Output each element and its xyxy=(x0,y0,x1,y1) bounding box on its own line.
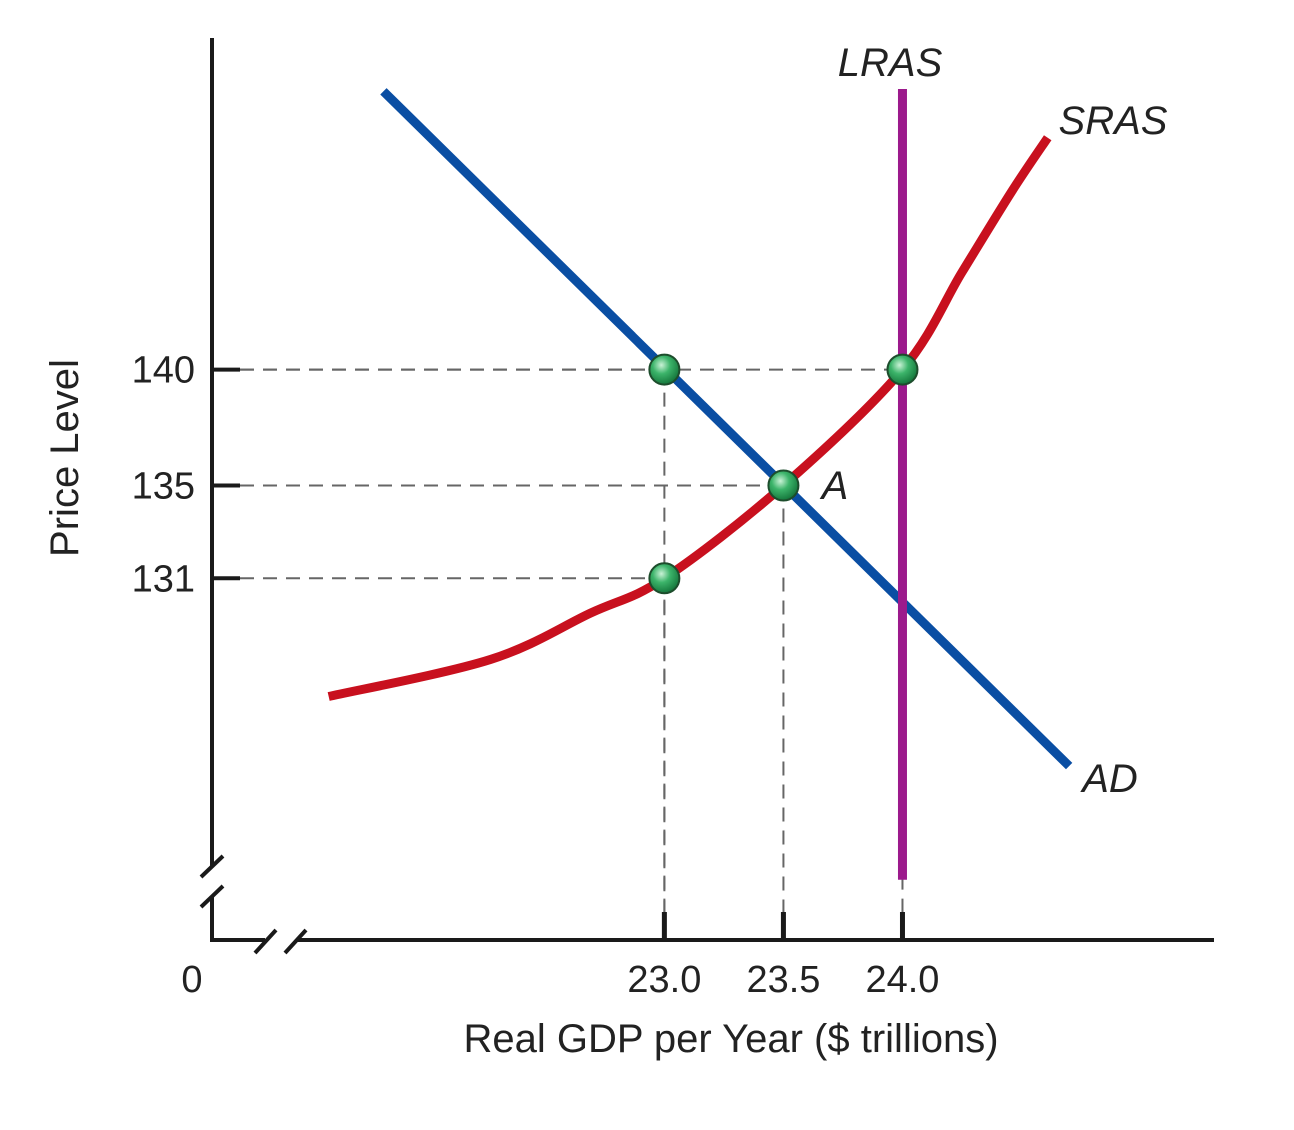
labels: 0 Real GDP per Year ($ trillions) Price … xyxy=(43,41,1168,1061)
y-tick-label: 131 xyxy=(132,558,195,600)
dashed-guides xyxy=(240,368,904,912)
equilibrium-point xyxy=(886,353,919,386)
x-tick-label: 24.0 xyxy=(865,959,939,1001)
ticks: 140 135 131 23.0 23.5 24.0 xyxy=(132,350,940,1001)
x-tick-label: 23.5 xyxy=(746,959,820,1001)
sras-curve xyxy=(327,135,1052,701)
axes xyxy=(199,38,1214,955)
y-tick-label: 140 xyxy=(132,350,195,392)
equilibrium-points xyxy=(648,353,919,595)
point-a-label: A xyxy=(820,464,849,508)
y-tick-label: 135 xyxy=(132,466,195,508)
ad-label: AD xyxy=(1080,757,1138,801)
x-tick-label: 23.0 xyxy=(627,959,701,1001)
y-axis-break-mark xyxy=(199,884,225,909)
lras-label: LRAS xyxy=(838,41,943,85)
equilibrium-point xyxy=(648,353,681,386)
y-axis-title: Price Level xyxy=(43,359,87,557)
ad-curve xyxy=(380,88,1073,770)
x-axis-break-mark xyxy=(283,928,308,955)
sras-label: SRAS xyxy=(1059,99,1168,143)
equilibrium-point xyxy=(767,469,800,502)
y-axis-break-mark xyxy=(199,854,225,879)
x-axis-break-mark xyxy=(253,928,278,955)
curves xyxy=(327,88,1073,880)
origin-label: 0 xyxy=(181,959,202,1001)
equilibrium-point xyxy=(648,562,681,595)
x-axis-title: Real GDP per Year ($ trillions) xyxy=(463,1017,998,1061)
